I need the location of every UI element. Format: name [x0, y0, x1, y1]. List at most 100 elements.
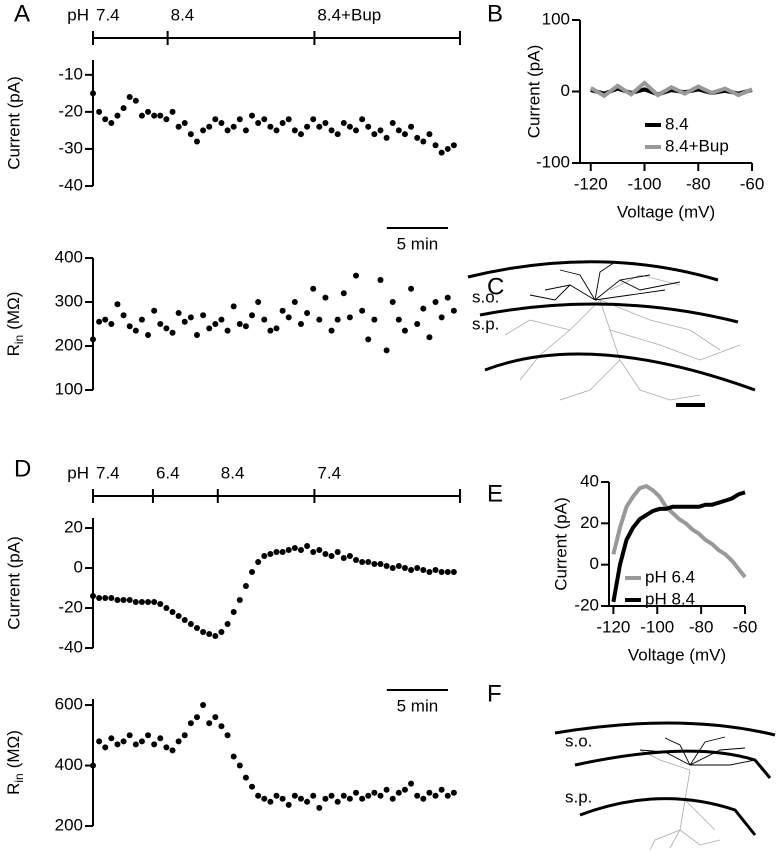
point: [359, 116, 366, 123]
point: [163, 325, 170, 332]
point: [218, 120, 225, 126]
point: [102, 116, 109, 123]
point: [420, 567, 427, 573]
legend-label: pH 6.4: [645, 567, 695, 586]
point: [126, 597, 133, 603]
point: [450, 307, 457, 314]
point: [169, 108, 176, 115]
point: [206, 631, 213, 637]
point: [432, 792, 439, 799]
point: [206, 325, 213, 332]
point: [279, 795, 286, 802]
point: [328, 553, 335, 559]
point: [267, 123, 274, 130]
point: [108, 120, 115, 126]
point: [371, 316, 378, 323]
point: [304, 543, 311, 549]
phase-label: 8.4: [171, 5, 195, 24]
neuron: [529, 261, 681, 301]
point: [450, 789, 457, 796]
point: [126, 94, 133, 101]
phase-label: 7.4: [96, 463, 120, 482]
point: [157, 321, 164, 327]
point: [102, 595, 109, 601]
phase-label: 7.4: [317, 463, 341, 482]
point: [383, 786, 390, 793]
series-line: [611, 483, 747, 579]
point: [224, 621, 231, 627]
point: [316, 547, 323, 553]
point: [414, 321, 421, 327]
y-tick-label: 200: [55, 335, 83, 354]
point: [169, 747, 176, 754]
point: [157, 601, 164, 607]
point: [408, 780, 415, 787]
point: [255, 299, 262, 305]
point: [120, 312, 127, 319]
point: [108, 321, 115, 327]
point: [334, 549, 341, 555]
point: [267, 327, 274, 334]
point: [285, 547, 292, 553]
point: [224, 327, 231, 334]
point: [126, 732, 133, 739]
point: [126, 323, 133, 330]
phase-label: 8.4+Bup: [317, 5, 381, 24]
phase-title: pH: [67, 5, 89, 24]
point: [304, 798, 311, 805]
y-tick-label: 400: [55, 755, 83, 774]
point: [163, 744, 170, 751]
point: [212, 714, 219, 721]
point: [389, 795, 396, 802]
point: [346, 123, 353, 130]
x-tick-label: -100: [627, 174, 661, 193]
y-tick-label: -20: [58, 101, 83, 120]
panel-label: D: [14, 455, 31, 482]
x-tick-label: -120: [574, 174, 608, 193]
point: [340, 792, 347, 799]
point: [138, 112, 145, 119]
point: [90, 593, 96, 599]
point: [408, 123, 415, 130]
point: [365, 792, 372, 799]
point: [145, 599, 152, 605]
dendrites: [639, 749, 721, 851]
point: [291, 127, 298, 134]
point: [157, 112, 164, 119]
point: [365, 336, 372, 343]
dendrites: [504, 274, 741, 401]
point: [96, 738, 103, 745]
legend-label: 8.4: [665, 114, 689, 133]
panel-label: E: [487, 480, 503, 507]
point: [401, 565, 408, 571]
point: [114, 301, 121, 308]
point: [383, 563, 390, 569]
point: [377, 127, 384, 134]
point: [151, 741, 158, 748]
point: [230, 123, 237, 130]
point: [432, 142, 439, 149]
point: [291, 545, 298, 551]
point: [242, 323, 249, 330]
y-tick-label: 0: [74, 557, 83, 576]
y-axis-label: Current (pA): [4, 76, 23, 170]
point: [236, 321, 243, 327]
point: [310, 792, 317, 799]
point: [377, 561, 384, 567]
point: [273, 325, 280, 332]
point: [389, 120, 396, 126]
point: [291, 299, 298, 305]
point: [230, 753, 237, 760]
point: [90, 90, 96, 97]
point: [230, 609, 237, 615]
y-axis-label: Rin (MΩ): [4, 730, 26, 795]
point: [297, 547, 304, 553]
point: [120, 738, 127, 745]
point: [267, 551, 274, 557]
y-axis-label: Current (pA): [551, 497, 570, 591]
point: [261, 316, 268, 323]
point: [261, 553, 268, 559]
point: [236, 116, 243, 123]
point: [389, 565, 396, 571]
y-tick-label: -10: [58, 64, 83, 83]
